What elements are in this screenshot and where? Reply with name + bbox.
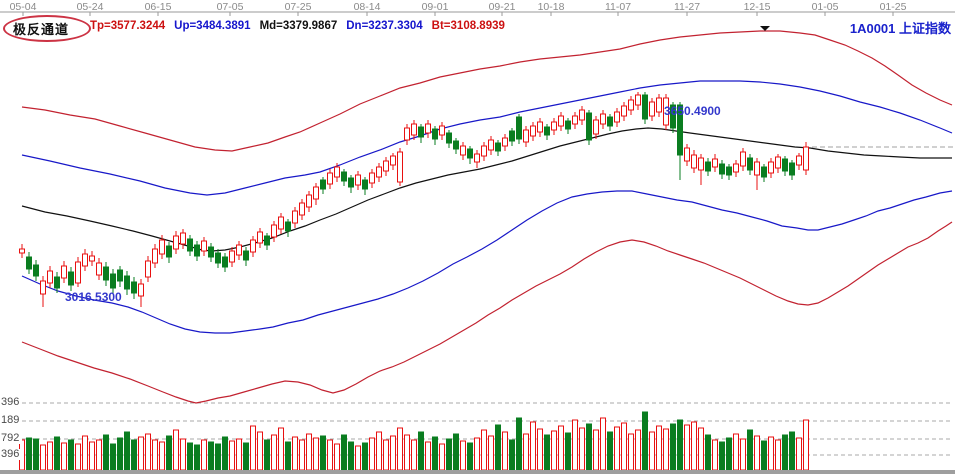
band-line-up [21,80,953,196]
band-value-up: Up=3484.3891 [174,20,251,32]
date-tick-label: 05-04 [9,1,37,13]
band-value-tp: Tp=3577.3244 [90,20,166,32]
date-tick-label: 06-15 [144,1,172,13]
volume-axis-label: 189 [1,415,23,426]
date-tick-label: 11-07 [604,1,632,13]
date-tick-label: 07-05 [216,1,244,13]
top-date-axis [0,11,955,16]
date-tick-label: 12-15 [743,1,771,13]
indicator-name: 极反通道 [13,22,70,37]
price-annotation-high: 3650.4900 [664,104,721,118]
date-tick-label: 09-21 [488,1,516,13]
candlestick-layer [19,92,809,307]
date-tick-label: 05-24 [76,1,104,13]
band-line-bt [21,221,953,404]
peak-triangle-marker [760,26,770,31]
bottom-status-strip [0,470,955,474]
date-tick-label: 09-01 [421,1,449,13]
volume-axis-label: 396 [1,397,23,408]
band-value-dn: Dn=3237.3304 [346,20,423,32]
date-tick-label: 10-18 [537,1,565,13]
date-tick-label: 01-05 [811,1,839,13]
price-annotation-low: 3016.5300 [65,290,122,304]
band-value-bt: Bt=3108.8939 [431,20,505,32]
date-tick-label: 08-14 [353,1,381,13]
band-value-md: Md=3379.9867 [259,20,338,32]
volume-axis-label: 792 [1,433,23,444]
channel-band-lines [21,30,953,404]
date-tick-label: 01-25 [879,1,907,13]
date-tick-label: 07-25 [284,1,312,13]
indicator-oval-badge [3,15,91,42]
date-tick-label: 11-27 [673,1,701,13]
band-values-row: Tp=3577.3244 Up=3484.3891 Md=3379.9867 D… [90,20,505,32]
band-line-dn [21,190,953,334]
band-line-tp [21,30,953,152]
volume-axis-label: 396 [1,449,23,460]
symbol-label: 1A0001 上证指数 [849,21,951,36]
